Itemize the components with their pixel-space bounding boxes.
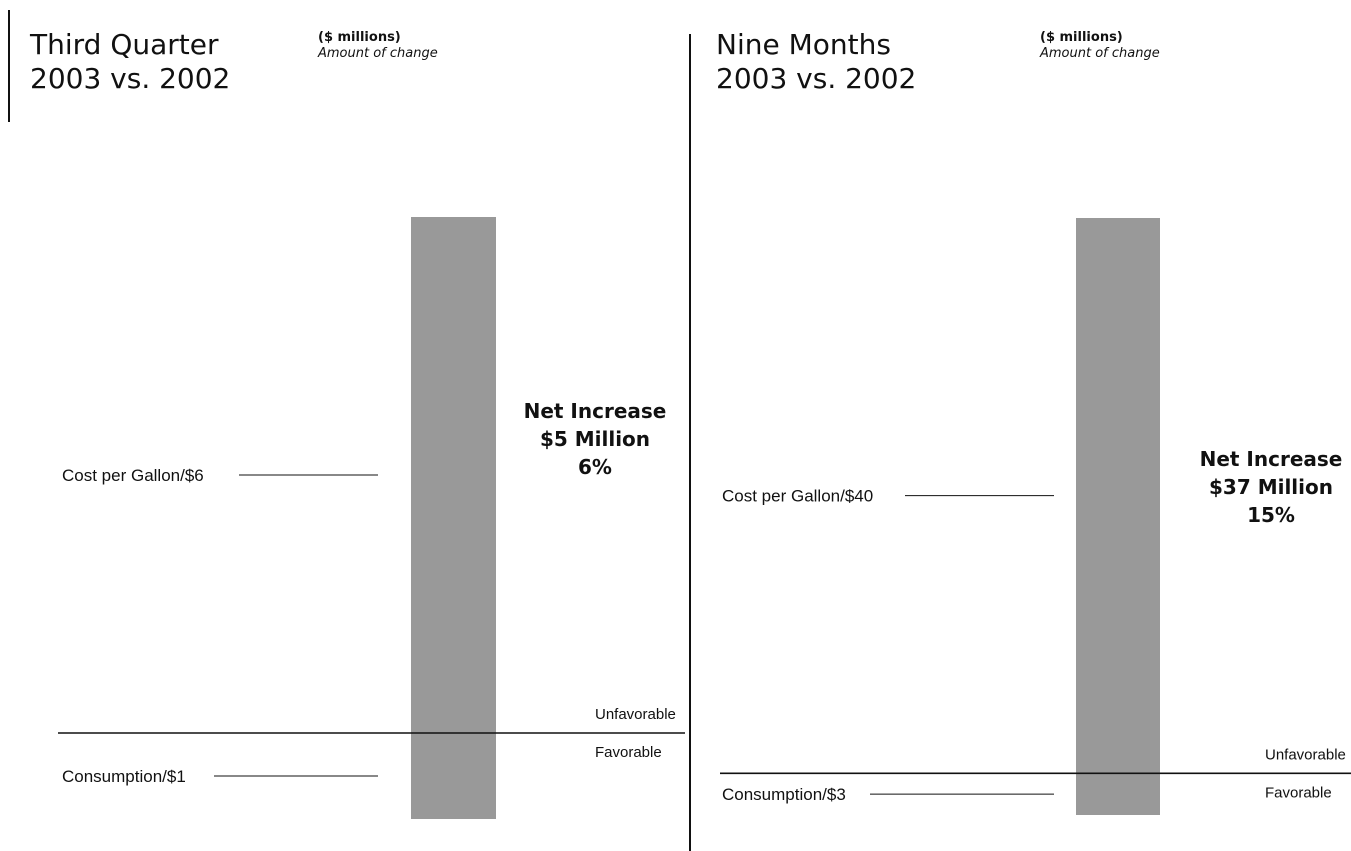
panel-divider	[689, 34, 691, 851]
label-unfavorable-left: Unfavorable	[595, 706, 676, 723]
units-right: ($ millions)	[1040, 30, 1123, 45]
frame-left-rule	[8, 10, 10, 122]
bar-right	[1076, 218, 1160, 815]
units-left: ($ millions)	[318, 30, 401, 45]
units-note-right: Amount of change	[1040, 46, 1160, 61]
panel-title-right: Nine Months 2003 vs. 2002	[716, 28, 916, 96]
panel-title-right-line1: Nine Months	[716, 28, 891, 61]
label-favorable-left: Favorable	[595, 744, 662, 761]
label-consumption-right: Consumption/$3	[722, 785, 846, 804]
net-line3-left: 6%	[578, 455, 612, 479]
units-note-left: Amount of change	[318, 46, 438, 61]
label-favorable-right: Favorable	[1265, 784, 1332, 801]
bar-left	[411, 217, 496, 819]
net-line3-right: 15%	[1247, 503, 1295, 527]
panel-title-right-line2: 2003 vs. 2002	[716, 62, 917, 95]
net-line2-left: $5 Million	[540, 427, 650, 451]
panel-title-left-line1: Third Quarter	[30, 28, 219, 61]
label-unfavorable-right: Unfavorable	[1265, 746, 1346, 763]
label-cost-right: Cost per Gallon/$40	[722, 487, 873, 506]
net-line2-right: $37 Million	[1209, 475, 1333, 499]
net-line1-right: Net Increase	[1200, 447, 1343, 471]
label-consumption-left: Consumption/$1	[62, 767, 186, 786]
panel-title-left-line2: 2003 vs. 2002	[30, 62, 231, 95]
label-cost-left: Cost per Gallon/$6	[62, 466, 204, 485]
net-line1-left: Net Increase	[524, 399, 667, 423]
panel-title-left: Third Quarter 2003 vs. 2002	[30, 28, 230, 96]
